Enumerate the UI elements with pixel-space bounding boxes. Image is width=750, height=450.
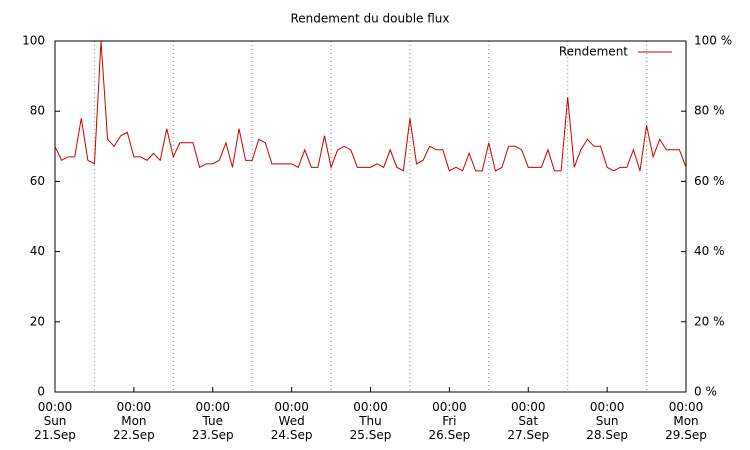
y2-tick-label: 0 % <box>694 385 717 399</box>
y-tick-label: 20 <box>30 314 45 328</box>
x-tick-label: 00:00 Sun 28.Sep <box>586 400 628 442</box>
x-tick-label: 00:00 Mon 22.Sep <box>113 400 155 442</box>
y-tick-label: 80 <box>30 104 45 118</box>
y2-tick-label: 20 % <box>694 314 725 328</box>
y2-tick-label: 80 % <box>694 104 725 118</box>
x-tick-label: 00:00 Mon 29.Sep <box>665 400 707 442</box>
y-tick-label: 40 <box>30 244 45 258</box>
y-tick-label: 0 <box>37 385 45 399</box>
x-tick-label: 00:00 Wed 24.Sep <box>271 400 313 442</box>
x-tick-label: 00:00 Tue 23.Sep <box>192 400 234 442</box>
y2-tick-label: 100 % <box>694 34 732 48</box>
y2-tick-label: 60 % <box>694 174 725 188</box>
x-tick-label: 00:00 Sat 27.Sep <box>507 400 549 442</box>
plot-frame <box>54 40 687 393</box>
x-tick-label: 00:00 Sun 21.Sep <box>34 400 76 442</box>
y-tick-label: 60 <box>30 174 45 188</box>
legend-label: Rendement <box>559 45 628 59</box>
y2-tick-label: 40 % <box>694 244 725 258</box>
series-line <box>54 40 687 172</box>
x-tick-label: 00:00 Fri 26.Sep <box>429 400 471 442</box>
y-tick-label: 100 <box>22 34 45 48</box>
x-tick-label: 00:00 Thu 25.Sep <box>350 400 392 442</box>
chart-title: Rendement du double flux <box>291 12 450 26</box>
